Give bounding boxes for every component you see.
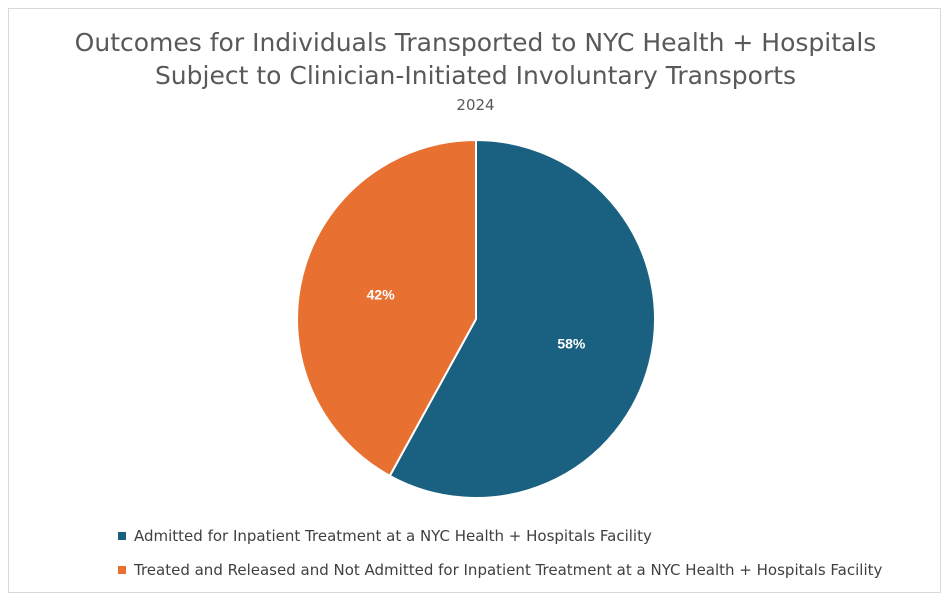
legend-label-released: Treated and Released and Not Admitted fo… [134,561,883,579]
data-label-released: 42% [367,287,396,303]
legend-label-admitted: Admitted for Inpatient Treatment at a NY… [134,527,652,545]
legend-item-released: Treated and Released and Not Admitted fo… [118,560,882,580]
chart-subtitle: 2024 [456,96,495,114]
chart-title-line-1: Outcomes for Individuals Transported to … [74,28,877,57]
legend-swatch-admitted [118,532,126,540]
chart-title-line-2: Subject to Clinician-Initiated Involunta… [154,61,797,90]
pie-slice-released [296,138,477,478]
legend-item-admitted: Admitted for Inpatient Treatment at a NY… [118,526,882,546]
data-label-admitted: 58% [557,335,586,351]
pie-slice-admitted [388,138,656,499]
legend: Admitted for Inpatient Treatment at a NY… [118,526,882,594]
legend-swatch-released [118,566,126,574]
